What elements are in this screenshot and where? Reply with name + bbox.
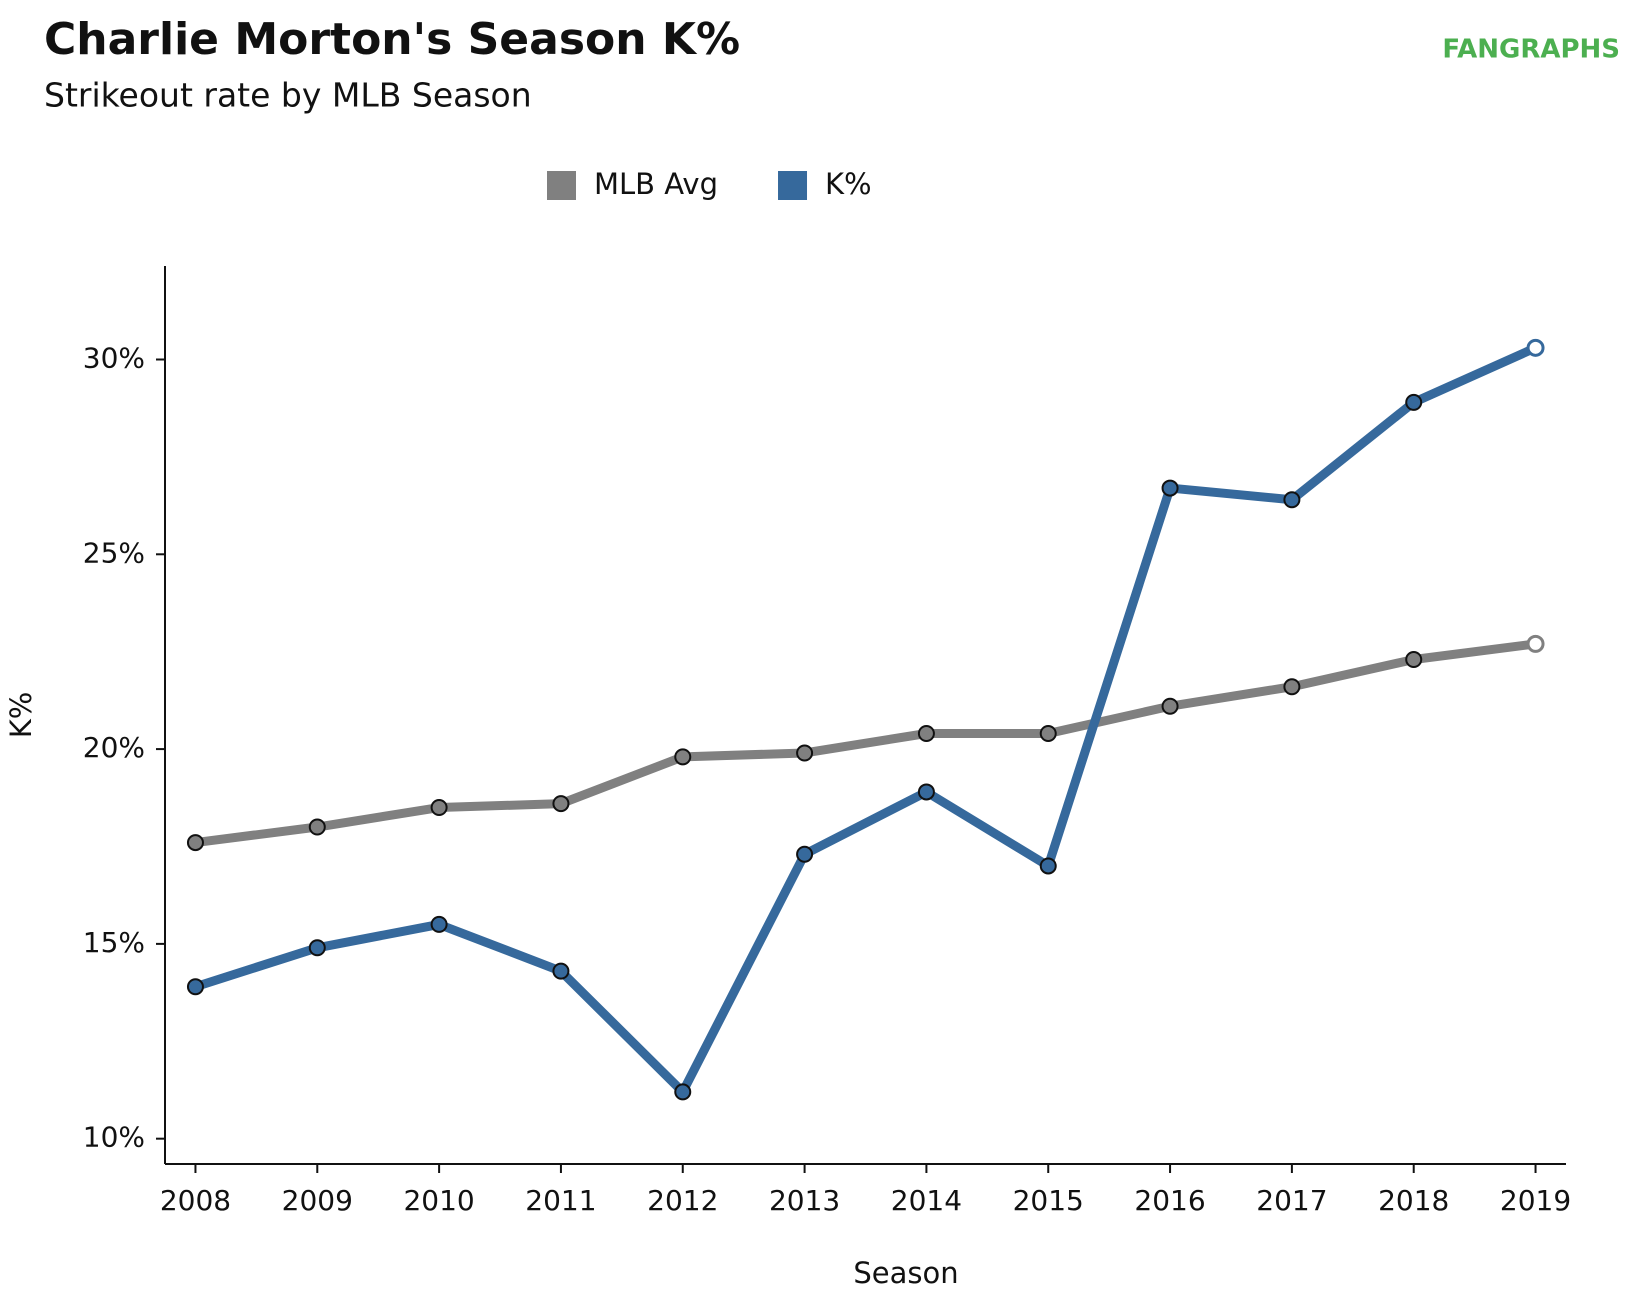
- data-point: [186, 834, 204, 852]
- data-point: [674, 748, 692, 766]
- x-tick-label: 2017: [1256, 1184, 1327, 1217]
- x-tick-label: 2008: [160, 1184, 231, 1217]
- data-point: [1161, 479, 1179, 497]
- x-tick-label: 2015: [1013, 1184, 1084, 1217]
- y-tick-label: 15%: [83, 926, 145, 959]
- data-point: [308, 818, 326, 836]
- y-tick-label: 20%: [83, 731, 145, 764]
- data-point: [552, 795, 570, 813]
- data-point: [1161, 697, 1179, 715]
- x-tick-label: 2010: [403, 1184, 474, 1217]
- data-point: [917, 725, 935, 743]
- chart-title: Charlie Morton's Season K%: [44, 14, 740, 65]
- data-point: [430, 915, 448, 933]
- data-point: [308, 939, 326, 957]
- y-tick-label: 25%: [83, 536, 145, 569]
- data-point: [796, 744, 814, 762]
- x-tick-label: 2012: [647, 1184, 718, 1217]
- y-tick-label: 10%: [83, 1121, 145, 1154]
- legend-swatch: [778, 171, 808, 200]
- data-point: [917, 783, 935, 801]
- x-tick-label: 2016: [1134, 1184, 1205, 1217]
- x-tick-label: 2019: [1500, 1184, 1571, 1217]
- data-point: [1526, 634, 1545, 653]
- data-point: [1039, 725, 1057, 743]
- x-tick-label: 2018: [1378, 1184, 1449, 1217]
- data-point: [1405, 650, 1423, 668]
- data-point: [430, 799, 448, 817]
- x-tick-label: 2013: [769, 1184, 840, 1217]
- data-point: [1283, 678, 1301, 696]
- data-point: [1283, 491, 1301, 509]
- chart-subtitle: Strikeout rate by MLB Season: [44, 76, 532, 115]
- legend-label: MLB Avg: [594, 167, 718, 201]
- data-point: [186, 978, 204, 996]
- legend-swatch: [547, 171, 576, 200]
- data-point: [674, 1083, 692, 1101]
- y-axis-label: K%: [4, 692, 38, 739]
- data-point: [552, 962, 570, 980]
- logo: FANGRAPHS: [1442, 35, 1620, 65]
- data-point: [1526, 338, 1545, 357]
- series-line: [194, 343, 1538, 1097]
- series-line: [194, 639, 1537, 848]
- x-tick-label: 2011: [525, 1184, 596, 1217]
- data-point: [1405, 393, 1423, 411]
- y-tick-label: 30%: [83, 342, 145, 375]
- data-point: [1039, 857, 1057, 875]
- x-tick-label: 2009: [282, 1184, 353, 1217]
- x-axis-label: Season: [853, 1256, 958, 1290]
- legend-label: K%: [825, 167, 872, 201]
- x-tick-label: 2014: [891, 1184, 962, 1217]
- data-point: [796, 845, 814, 863]
